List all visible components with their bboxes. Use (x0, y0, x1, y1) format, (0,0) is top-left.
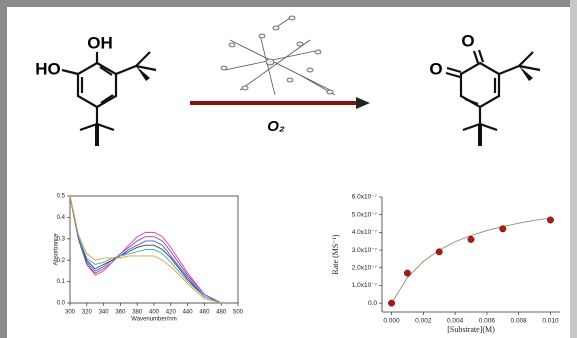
reactant-label: HO (35, 59, 61, 78)
x-axis-label: Wavenumber/nm (131, 317, 176, 323)
x-tick-label: 0.010 (542, 318, 559, 325)
y-tick-label: 0.5 (57, 194, 66, 200)
data-point (500, 226, 506, 232)
frame-left (0, 0, 7, 338)
reactant-label: OH (87, 33, 113, 52)
data-point (436, 249, 442, 255)
y-tick-label: 3.0x10⁻⁷ (352, 247, 378, 254)
x-tick-label: 460 (199, 310, 210, 316)
x-tick-label: 0.002 (415, 318, 432, 325)
y-tick-label: 6.0x10⁻⁷ (352, 194, 378, 201)
x-tick-label: 420 (166, 310, 177, 316)
frame-right (570, 0, 577, 338)
y-tick-label: 0.0 (57, 301, 66, 307)
x-tick-label: 500 (233, 310, 244, 316)
x-tick-label: 0.000 (383, 318, 400, 325)
product-label: O (461, 31, 474, 50)
x-tick-label: 300 (65, 310, 76, 316)
y-tick-label: 1.0x10⁻⁷ (352, 282, 378, 289)
figure: HO OH O₂ O O 300 320 340 360 380 400 420 440 460… (0, 0, 577, 338)
data-point (388, 300, 394, 306)
y-tick-label: 2.0x10⁻⁷ (352, 264, 378, 271)
y-tick-label: 0.4 (57, 215, 66, 221)
data-point (547, 217, 553, 223)
y-axis-label: Rate (MS⁻¹) (331, 234, 340, 275)
x-tick-label: 320 (82, 310, 93, 316)
reagent-label: O₂ (267, 118, 285, 135)
y-tick-label: 0.1 (57, 279, 66, 285)
y-tick-label: 4.0x10⁻⁷ (352, 229, 378, 236)
x-tick-label: 440 (183, 310, 194, 316)
product-label: O (429, 59, 442, 78)
x-tick-label: 0.004 (447, 318, 464, 325)
y-tick-label: 5.0x10⁻⁷ (352, 211, 378, 218)
x-tick-label: 380 (132, 310, 143, 316)
y-axis-label: Absorbance (54, 233, 60, 266)
x-tick-label: 340 (99, 310, 110, 316)
x-tick-label: 0.006 (479, 318, 496, 325)
x-tick-label: 360 (115, 310, 126, 316)
x-tick-label: 0.008 (511, 318, 528, 325)
data-point (404, 270, 410, 276)
data-point (468, 236, 474, 242)
y-tick-label: 0.0 (368, 300, 377, 307)
frame-top (0, 0, 577, 7)
x-tick-label: 400 (149, 310, 160, 316)
x-axis-label: [Substrate](M) (447, 325, 495, 334)
x-tick-label: 480 (216, 310, 227, 316)
